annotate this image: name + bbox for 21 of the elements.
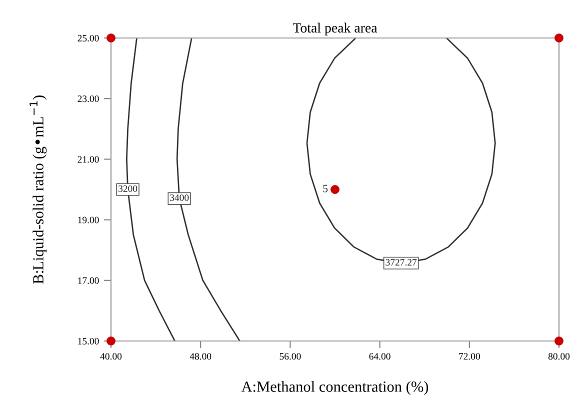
y-tick-label: 25.00 <box>78 34 99 42</box>
y-tick-label: 17.00 <box>78 277 99 284</box>
x-tick-label: 48.00 <box>190 353 212 360</box>
x-axis-title: A:Methanol concentration (%) <box>241 381 428 395</box>
x-tick-label: 56.00 <box>280 353 301 360</box>
point <box>106 336 116 346</box>
x-tick-label: 72.00 <box>459 353 480 360</box>
y-tick-label: 23.00 <box>78 96 99 102</box>
y-tick-label: 15.00 <box>78 338 99 345</box>
x-tick-label: 64.00 <box>369 353 390 360</box>
x-tick-label: 40.00 <box>100 353 122 360</box>
point <box>106 34 116 42</box>
y-axis-title: B:Liquid-solid ratio (g•mL$^{−1}$) <box>30 96 47 284</box>
y-tick-label: 21.00 <box>78 156 99 163</box>
annotation: 5 <box>323 184 328 192</box>
y-tick-label: 19.00 <box>78 216 99 224</box>
x-tick-label: 80.00 <box>548 353 570 360</box>
chart-title: Total peak area <box>292 22 378 36</box>
point <box>330 185 340 194</box>
point <box>554 336 564 346</box>
point <box>554 34 564 42</box>
